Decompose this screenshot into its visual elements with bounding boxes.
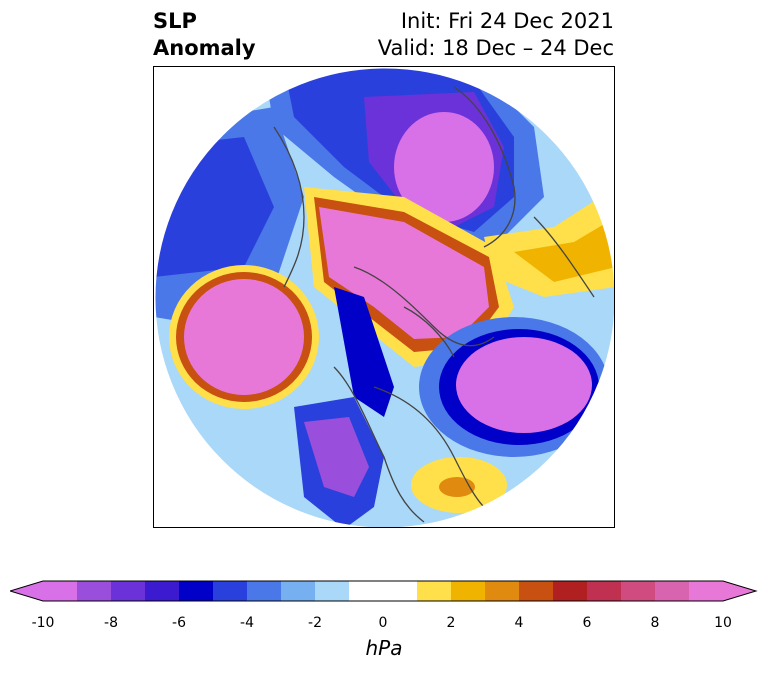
colorbar-bin [247,581,282,601]
anomaly-map [154,67,614,527]
colorbar-bin [281,581,316,601]
positive-core-seus [439,477,475,497]
colorbar-bin [383,581,418,601]
colorbar-bin [43,581,78,601]
colorbar-bin [587,581,622,601]
colorbar-bin [485,581,520,601]
negative-region-canada [334,287,394,417]
colorbar-bin [417,581,452,601]
negative-core-natlantic [456,337,592,433]
colorbar-bin [145,581,180,601]
colorbar-unit-label: hPa [365,636,403,660]
title-right: Init: Fri 24 Dec 2021 Valid: 18 Dec – 24… [378,8,614,62]
anomaly-title: Anomaly [153,36,256,60]
colorbar-extend-high [723,581,756,601]
colorbar-tick-label: 10 [714,615,732,631]
colorbar-tick-label: -2 [308,615,322,631]
negative-core-namerica [304,417,369,497]
title-left: SLP Anomaly [153,8,256,62]
colorbar [10,580,758,602]
colorbar-tick-label: -6 [172,615,186,631]
positive-region-asia-inner [514,217,614,282]
positive-core-pacific [184,279,304,395]
colorbar-bin [621,581,656,601]
colorbar-bin [179,581,214,601]
colorbar-bin [553,581,588,601]
colorbar-bin [77,581,112,601]
variable-title: SLP [153,9,197,33]
colorbar-extend-low [10,581,43,601]
colorbar-bin [519,581,554,601]
colorbar-tick-label: 4 [514,615,524,631]
map-panel [153,66,615,528]
valid-range: Valid: 18 Dec – 24 Dec [377,36,614,60]
positive-core-arctic [319,207,489,339]
init-date: Init: Fri 24 Dec 2021 [400,9,614,33]
colorbar-tick-label: 6 [582,615,592,631]
colorbar-tick-label: -4 [240,615,254,631]
colorbar-bin [655,581,690,601]
colorbar-tick-label: 8 [650,615,660,631]
colorbar-tick-label: 2 [446,615,456,631]
colorbar-bin [451,581,486,601]
colorbar-tick-label: -10 [31,615,55,631]
colorbar-bin [315,581,350,601]
colorbar-bin [111,581,146,601]
coastlines [273,86,595,523]
colorbar-tick-label: 0 [378,615,388,631]
colorbar-bin [213,581,248,601]
colorbar-bin [689,581,724,601]
negative-core-europe [394,112,494,222]
colorbar-tick-label: -8 [104,615,118,631]
colorbar-bin [349,581,384,601]
hemisphere-edge [154,67,614,527]
colorbar-outline [10,580,758,602]
